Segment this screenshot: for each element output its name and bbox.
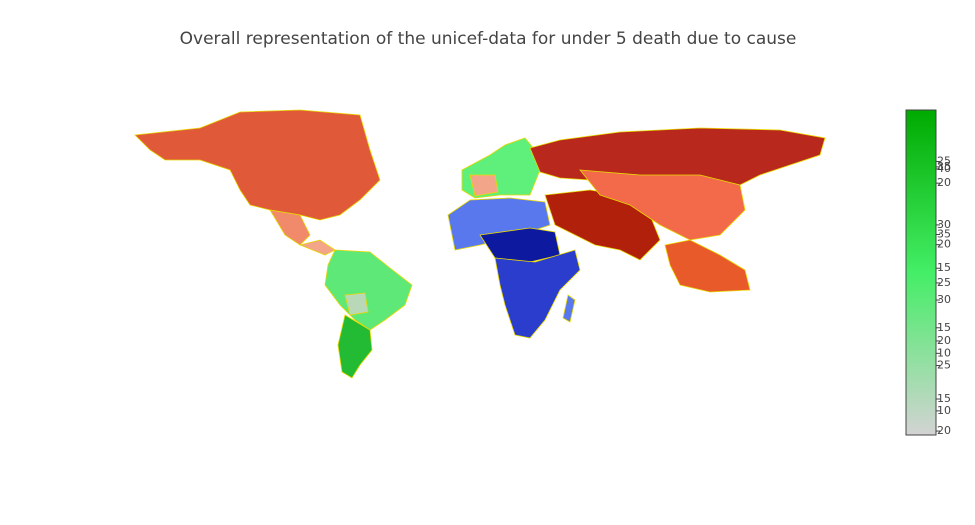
colorbar-tick-label: 40 (937, 162, 951, 175)
colorbar-tick-label: 10 (937, 346, 951, 359)
colorbar-tick-label: 10 (937, 404, 951, 417)
bolivia (344, 292, 369, 316)
north-america (134, 109, 381, 221)
colorbar-tick-label: 35 (937, 160, 951, 173)
central-america (298, 239, 336, 256)
west-europe (469, 174, 499, 197)
colorbar-tick-label: 15 (937, 321, 951, 334)
russia (529, 127, 826, 186)
mexico (269, 209, 311, 246)
colorbar-tick-label: 20 (937, 424, 951, 437)
central-africa (494, 249, 581, 339)
map (134, 109, 826, 379)
colorbar-tick-label: 30 (937, 218, 951, 231)
colorbar (905, 109, 937, 436)
south-america (324, 249, 413, 331)
argentina (337, 314, 373, 379)
colorbar-tick-label: 20 (937, 334, 951, 347)
colorbar-tick-label: 25 (937, 155, 951, 168)
central-asia (579, 169, 746, 241)
chart-title: Overall representation of the unicef-dat… (180, 29, 797, 49)
colorbar-tick-label: 25 (937, 276, 951, 289)
colorbar-tick-label: 15 (937, 392, 951, 405)
colorbar-tick-label: 25 (937, 359, 951, 372)
colorbar-tick-label: 30 (937, 293, 951, 306)
madagascar (562, 294, 576, 323)
colorbar-tick-label: 20 (937, 238, 951, 251)
north-africa (447, 197, 551, 251)
colorbar-tick-label: 15 (937, 261, 951, 274)
southeast-asia (664, 239, 751, 293)
colorbar-tick-label: 20 (937, 176, 951, 189)
colorbar-tick-label: 35 (937, 227, 951, 240)
sahel (479, 227, 561, 263)
